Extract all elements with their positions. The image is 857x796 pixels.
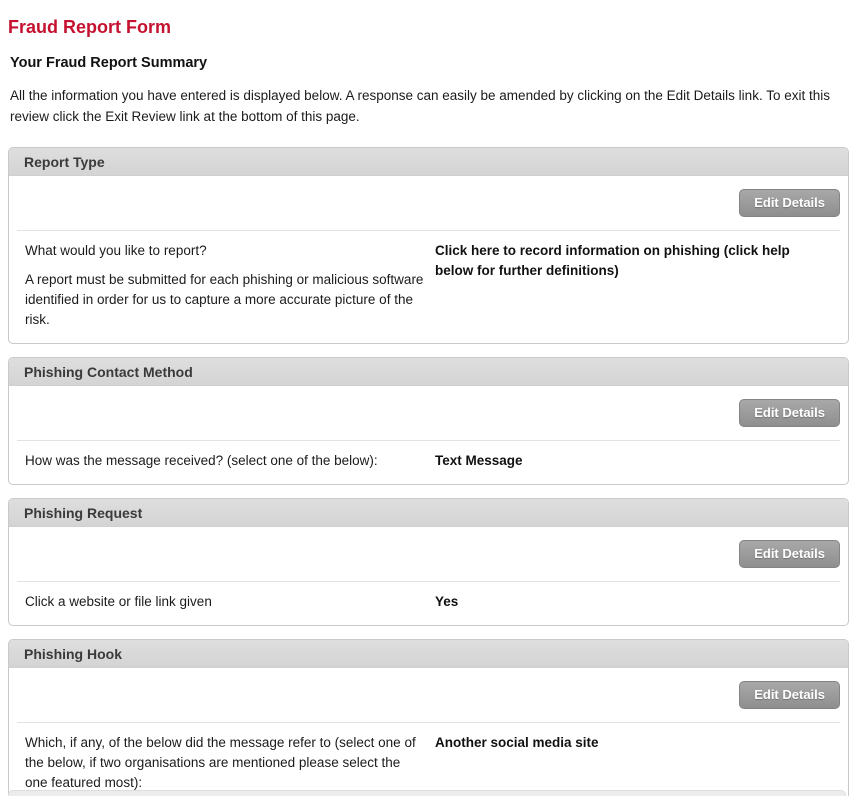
edit-details-row: Edit Details: [17, 527, 840, 582]
question-answer-row: What would you like to report? A report …: [9, 231, 848, 343]
answer-text: Click here to record information on phis…: [435, 243, 790, 278]
question-answer-row: How was the message received? (select on…: [9, 441, 848, 484]
question-main: What would you like to report?: [25, 243, 207, 258]
question-text: Which, if any, of the below did the mess…: [25, 735, 416, 790]
edit-details-button[interactable]: Edit Details: [739, 399, 840, 427]
section-phishing-contact-method: Phishing Contact Method Edit Details How…: [8, 357, 849, 485]
summary-heading: Your Fraud Report Summary: [10, 55, 208, 71]
report-summary-sections: Report Type Edit Details What would you …: [8, 147, 849, 796]
answer-text: Yes: [435, 594, 459, 609]
question-answer-row: Click a website or file link given Yes: [9, 582, 848, 625]
section-header: Phishing Contact Method: [9, 358, 848, 386]
section-phishing-request: Phishing Request Edit Details Click a we…: [8, 498, 849, 626]
section-header: Phishing Hook: [9, 640, 848, 668]
next-section-header-partial: [8, 790, 846, 796]
answer-text: Text Message: [435, 453, 523, 468]
question-text: How was the message received? (select on…: [25, 453, 378, 468]
section-phishing-hook: Phishing Hook Edit Details Which, if any…: [8, 639, 849, 796]
edit-details-row: Edit Details: [17, 176, 840, 231]
edit-details-row: Edit Details: [17, 386, 840, 441]
section-report-type: Report Type Edit Details What would you …: [8, 147, 849, 344]
question-text: What would you like to report? A report …: [25, 241, 425, 330]
question-text: Click a website or file link given: [25, 594, 212, 609]
edit-details-button[interactable]: Edit Details: [739, 189, 840, 217]
question-note: A report must be submitted for each phis…: [25, 272, 424, 327]
edit-details-row: Edit Details: [17, 668, 840, 723]
section-header: Report Type: [9, 148, 848, 176]
question-answer-row: Which, if any, of the below did the mess…: [9, 723, 848, 796]
edit-details-button[interactable]: Edit Details: [739, 681, 840, 709]
intro-text: All the information you have entered is …: [10, 88, 830, 124]
page-title: Fraud Report Form: [8, 17, 172, 37]
section-header: Phishing Request: [9, 499, 848, 527]
answer-text: Another social media site: [435, 735, 599, 750]
edit-details-button[interactable]: Edit Details: [739, 540, 840, 568]
